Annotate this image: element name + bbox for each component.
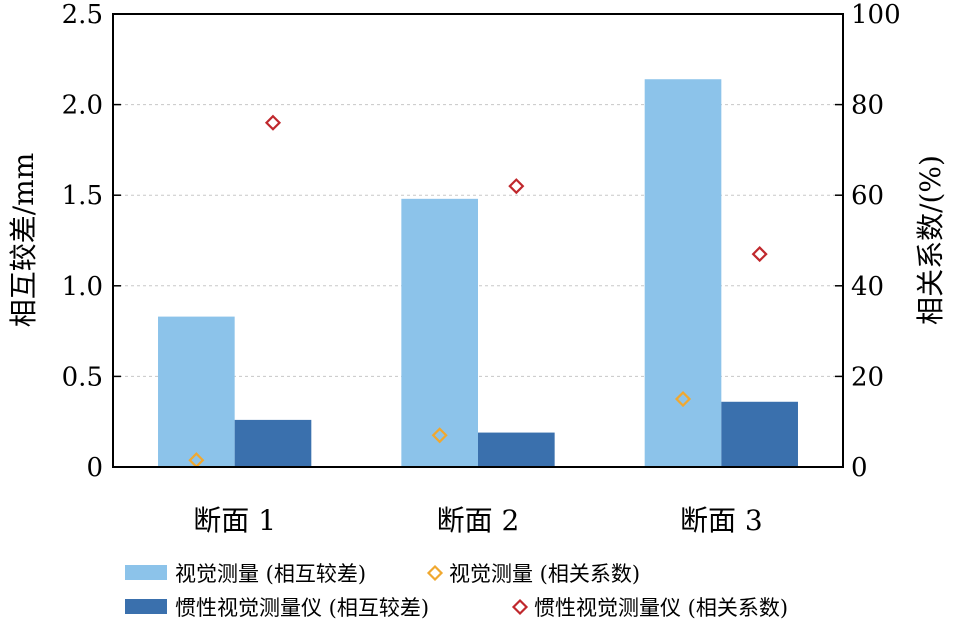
legend-label: 视觉测量 (相关系数) <box>449 562 640 586</box>
legend-label: 惯性视觉测量仪 (相关系数) <box>534 596 788 620</box>
left-tick-label: 0.5 <box>62 362 103 392</box>
category-label: 断面 2 <box>437 504 520 537</box>
y-axis-label: 相互较差/mm <box>7 153 40 328</box>
point-inertial-corr <box>264 114 282 131</box>
category-label: 断面 1 <box>193 504 276 537</box>
point-inertial-corr <box>751 246 768 263</box>
left-tick-label: 2.5 <box>62 0 103 30</box>
plot-frame <box>112 13 844 468</box>
right-axis-ticks: 0 20 40 60 80 100 <box>835 0 901 483</box>
category-label: 断面 3 <box>680 504 763 537</box>
legend-marker <box>511 598 529 616</box>
bar-inertial-diff <box>478 432 555 467</box>
right-tick-label: 60 <box>851 181 884 211</box>
legend-swatch <box>125 565 167 580</box>
legend-swatch <box>125 599 167 614</box>
right-tick-label: 0 <box>851 453 868 483</box>
bar-visual-diff <box>158 316 235 467</box>
legend: 视觉测量 (相互较差) 视觉测量 (相关系数) 惯性视觉测量仪 (相互较差) 惯性视觉… <box>125 562 788 620</box>
left-tick-label: 1.5 <box>62 181 103 211</box>
left-tick-label: 0 <box>86 453 103 483</box>
left-tick-label: 1.0 <box>62 272 103 302</box>
bar-visual-diff <box>644 79 722 468</box>
right-tick-label: 80 <box>851 91 884 121</box>
bar-inertial-diff <box>721 401 798 467</box>
left-tick-label: 2.0 <box>62 91 103 121</box>
bars <box>158 79 798 468</box>
legend-label: 视觉测量 (相互较差) <box>175 562 366 586</box>
right-tick-label: 40 <box>851 272 884 302</box>
point-visual-corr <box>431 427 448 444</box>
y2-axis-label: 相关系数/(%) <box>914 155 947 325</box>
legend-marker <box>426 564 444 582</box>
left-axis-ticks: 0 0.5 1.0 1.5 2.0 2.5 <box>62 0 121 483</box>
point-inertial-corr <box>508 178 525 195</box>
right-tick-label: 20 <box>851 362 884 392</box>
point-visual-corr <box>674 390 692 408</box>
legend-label: 惯性视觉测量仪 (相互较差) <box>175 596 429 620</box>
right-tick-label: 100 <box>851 0 901 30</box>
category-labels: 断面 1 断面 2 断面 3 <box>193 504 762 537</box>
bar-inertial-diff <box>234 419 312 467</box>
bar-visual-diff <box>401 198 478 467</box>
